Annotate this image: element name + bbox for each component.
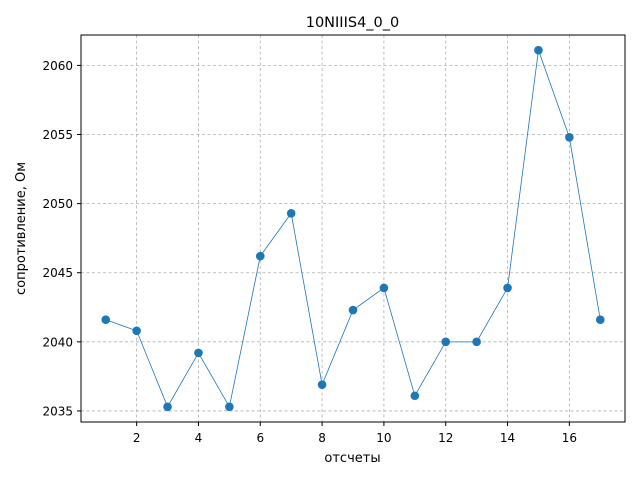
data-point	[534, 45, 543, 55]
data-point	[441, 337, 451, 347]
x-tick-label: 14	[500, 431, 515, 445]
y-tick-label: 2045	[42, 266, 73, 280]
data-point	[472, 337, 481, 347]
y-tick-label: 2035	[42, 404, 73, 418]
data-point	[317, 380, 327, 389]
x-tick-label: 4	[195, 431, 203, 445]
x-tick-label: 8	[318, 431, 326, 445]
data-points	[101, 45, 605, 412]
x-tick-label: 2	[133, 431, 141, 445]
data-point	[101, 315, 111, 325]
y-tick-label: 2050	[42, 197, 73, 211]
data-point	[194, 348, 203, 358]
data-point	[132, 326, 141, 336]
x-tick-label: 16	[562, 431, 577, 445]
y-axis-label: сопротивление, Ом	[14, 162, 29, 295]
data-point	[565, 132, 574, 142]
data-point	[410, 391, 420, 401]
y-axis-ticks: 2035 2040 2045 2050 2055 2060	[42, 59, 81, 418]
y-tick-label: 2060	[42, 59, 73, 73]
y-tick-label: 2040	[42, 335, 73, 349]
chart-title: 10NIIIS4_0_0	[306, 15, 400, 31]
grid	[81, 35, 625, 422]
data-point	[286, 208, 296, 218]
data-point	[163, 402, 172, 412]
data-point	[255, 251, 265, 261]
y-tick-label: 2055	[42, 128, 73, 142]
data-point	[379, 283, 389, 293]
data-point	[595, 315, 605, 325]
x-axis-ticks: 2 4 6 8 10 12 14 16	[133, 422, 577, 445]
data-point	[225, 402, 234, 412]
x-axis-label: отсчеты	[324, 451, 380, 466]
series-line	[105, 50, 601, 408]
plot-area-frame	[80, 34, 626, 423]
data-point	[348, 305, 358, 315]
x-tick-label: 12	[438, 431, 453, 445]
x-tick-label: 6	[256, 431, 264, 445]
x-tick-label: 10	[376, 431, 391, 445]
series-polyline	[105, 50, 601, 408]
data-point	[503, 283, 512, 293]
